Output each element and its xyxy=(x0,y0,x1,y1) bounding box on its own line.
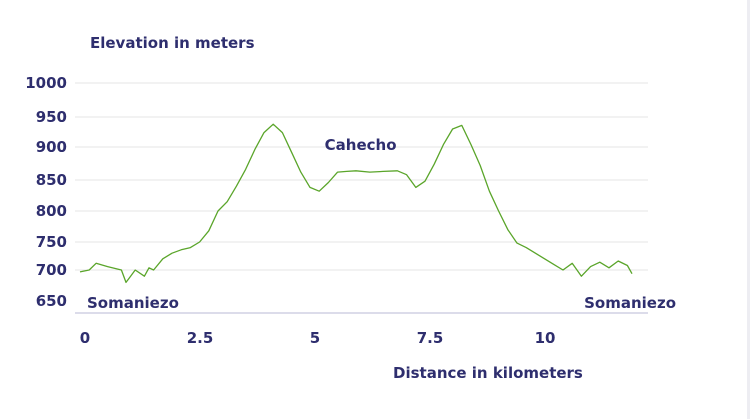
right-edge-border xyxy=(747,0,750,419)
y-tick-label: 850 xyxy=(36,171,67,189)
x-tick-label: 5 xyxy=(310,329,320,347)
x-tick-label: 2.5 xyxy=(187,329,214,347)
y-tick-label: 700 xyxy=(36,261,67,279)
x-axis-title: Distance in kilometers xyxy=(393,364,583,382)
annotations: Somaniezo Cahecho Somaniezo xyxy=(87,136,676,312)
x-tick-labels: 0 2.5 5 7.5 10 xyxy=(80,329,556,347)
annotation-label: Somaniezo xyxy=(584,294,676,312)
y-axis-title: Elevation in meters xyxy=(90,34,255,52)
elevation-series-line xyxy=(79,123,633,284)
y-tick-label: 950 xyxy=(36,108,67,126)
y-tick-label: 800 xyxy=(36,202,67,220)
y-tick-label: 750 xyxy=(36,233,67,251)
x-tick-label: 10 xyxy=(535,329,556,347)
annotation-label: Somaniezo xyxy=(87,294,179,312)
y-tick-label: 1000 xyxy=(25,74,67,92)
grid-lines xyxy=(75,82,648,271)
y-tick-labels: 650 700 750 800 850 900 950 1000 xyxy=(25,74,67,310)
y-tick-label: 650 xyxy=(36,292,67,310)
y-tick-label: 900 xyxy=(36,138,67,156)
annotation-label: Cahecho xyxy=(325,136,397,154)
x-tick-label: 7.5 xyxy=(417,329,444,347)
x-tick-label: 0 xyxy=(80,329,90,347)
